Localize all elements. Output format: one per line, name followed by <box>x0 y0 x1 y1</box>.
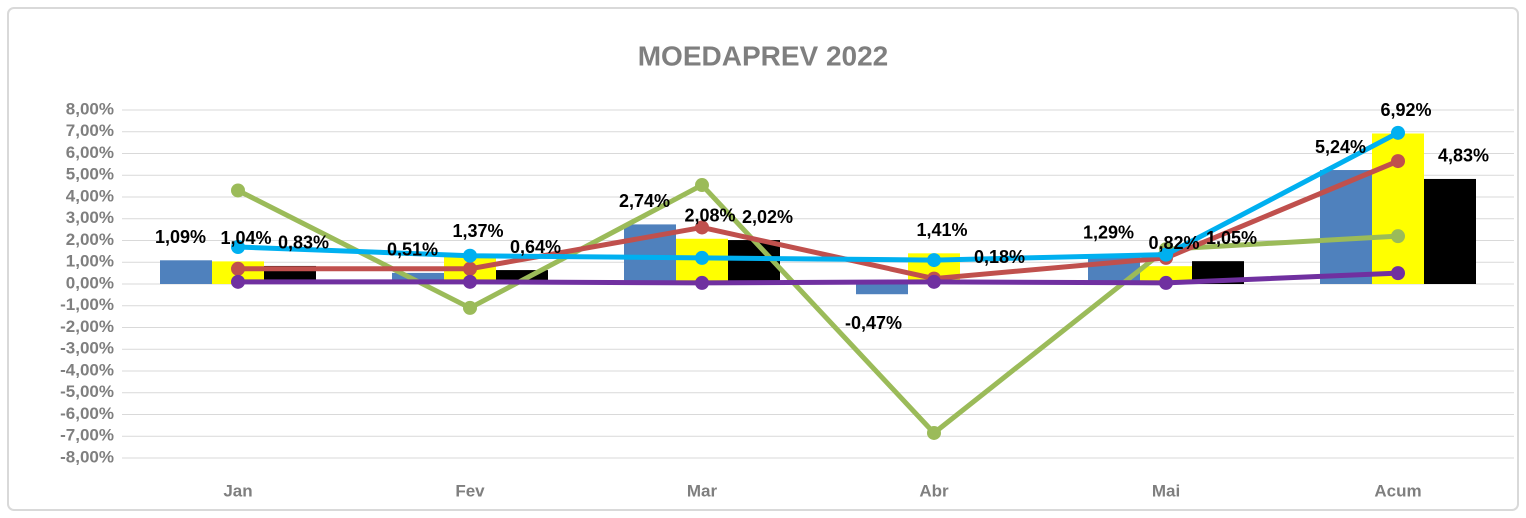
line-point <box>231 240 245 255</box>
y-tick-label: -4,00% <box>60 360 114 379</box>
data-label: 2,08% <box>684 206 735 226</box>
data-label: 0,82% <box>1148 233 1199 253</box>
bars <box>160 133 1476 295</box>
line <box>238 158 1399 282</box>
line-point <box>463 261 477 276</box>
line-point <box>463 248 477 263</box>
line-point <box>231 183 245 198</box>
y-tick-label: 0,00% <box>66 273 114 292</box>
y-tick-label: -6,00% <box>60 404 114 423</box>
y-tick-label: -1,00% <box>60 295 114 314</box>
line-point <box>231 261 245 276</box>
line-point <box>695 178 709 193</box>
data-label: 1,05% <box>1206 228 1257 248</box>
data-label: -0,47% <box>845 313 902 333</box>
data-label: 1,04% <box>220 228 271 248</box>
line-point <box>927 274 941 289</box>
line-point <box>1391 266 1405 281</box>
line-point <box>1391 125 1405 140</box>
data-label: 1,37% <box>452 221 503 241</box>
line-point <box>927 253 941 268</box>
x-tick-label: Mai <box>1152 481 1180 500</box>
data-label: 5,24% <box>1315 137 1366 157</box>
bar <box>856 284 908 295</box>
x-tick-label: Jan <box>223 481 252 500</box>
line-point <box>927 425 941 440</box>
line-point <box>463 274 477 289</box>
data-label: 2,74% <box>619 191 670 211</box>
data-label: 0,51% <box>387 240 438 260</box>
data-label: 2,02% <box>742 207 793 227</box>
grid: -8,00% -7,00% -6,00% -5,00% -4,00% -3,00% -2,0… <box>60 99 1514 500</box>
data-label: 0,18% <box>974 247 1025 267</box>
bar <box>160 260 212 284</box>
line-point <box>1159 275 1173 290</box>
chart-title: MOEDAPREV 2022 <box>638 40 889 71</box>
x-tick-label: Mar <box>687 481 718 500</box>
data-label: 1,09% <box>155 227 206 247</box>
line <box>236 182 1399 436</box>
y-tick-label: 7,00% <box>66 121 114 140</box>
y-tick-label: -3,00% <box>60 339 114 358</box>
x-tick-label: Abr <box>919 481 949 500</box>
y-tick-label: 1,00% <box>66 252 114 271</box>
bar <box>392 272 444 284</box>
y-tick-label: -8,00% <box>60 447 114 466</box>
x-tick-label: Fev <box>455 481 485 500</box>
y-tick-label: 6,00% <box>66 143 114 162</box>
line-point <box>695 275 709 290</box>
y-tick-label: 2,00% <box>66 230 114 249</box>
y-tick-label: 8,00% <box>66 99 114 118</box>
bar <box>1320 170 1372 284</box>
bar <box>1140 266 1192 284</box>
line-point <box>1391 229 1405 244</box>
y-tick-label: 3,00% <box>66 208 114 227</box>
data-label: 1,41% <box>916 220 967 240</box>
x-tick-label: Acum <box>1374 481 1421 500</box>
y-tick-label: 5,00% <box>66 165 114 184</box>
line-point <box>1159 247 1173 262</box>
data-label: 0,64% <box>510 237 561 257</box>
bar <box>1424 178 1476 284</box>
labels: 1,09% 0,51% 2,74% -0,47% 1,29% 5,24% 1,04% 1,37… <box>155 100 1489 333</box>
line <box>238 270 1399 286</box>
line-point <box>695 250 709 265</box>
data-label: 1,29% <box>1083 223 1134 243</box>
y-tick-label: -2,00% <box>60 317 114 336</box>
line <box>237 130 1400 263</box>
line-point <box>1391 154 1405 169</box>
y-tick-label: -7,00% <box>60 426 114 445</box>
data-label: 6,92% <box>1380 100 1431 120</box>
line-point <box>463 300 477 315</box>
lines <box>231 125 1405 440</box>
y-tick-label: 4,00% <box>66 186 114 205</box>
line-point <box>231 274 245 289</box>
line-point <box>695 220 709 235</box>
data-label: 0,83% <box>278 233 329 253</box>
data-label: 4,83% <box>1438 146 1489 166</box>
y-tick-label: -5,00% <box>60 382 114 401</box>
